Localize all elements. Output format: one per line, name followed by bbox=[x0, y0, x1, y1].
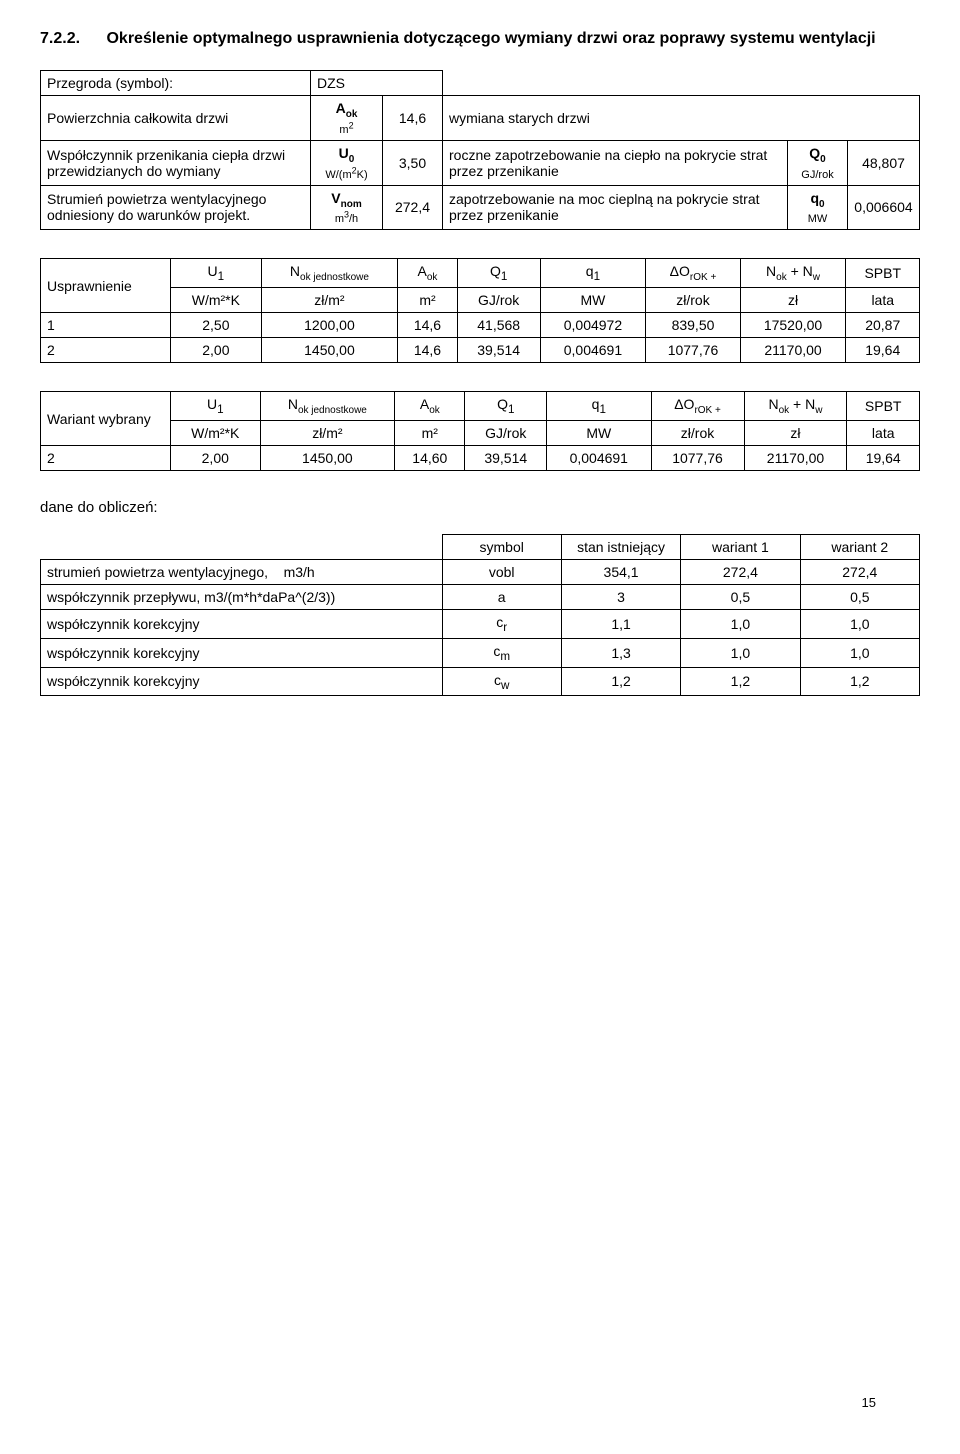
cell-value: 272,4 bbox=[383, 185, 443, 230]
cell-unit: MW bbox=[547, 420, 651, 445]
section-heading: dane do obliczeń: bbox=[40, 499, 920, 516]
cell-unit: m² bbox=[395, 420, 465, 445]
table-row: współczynnik korekcyjny cw 1,2 1,2 1,2 bbox=[41, 667, 920, 696]
title-text: Określenie optymalnego usprawnienia doty… bbox=[106, 30, 875, 47]
cell-header: Nok jednostkowe bbox=[260, 392, 395, 421]
cell-header: Q1 bbox=[457, 259, 540, 288]
cell-unit: W/m²*K bbox=[171, 288, 262, 313]
cell-header: Nok jednostkowe bbox=[261, 259, 397, 288]
cell-label: strumień powietrza wentylacyjnego, m3/h bbox=[41, 559, 443, 584]
cell-label: Strumień powietrza wentylacyjnego odnies… bbox=[41, 185, 311, 230]
cell-unit: GJ/rok bbox=[465, 420, 547, 445]
dane-table: symbol stan istniejący wariant 1 wariant… bbox=[40, 534, 920, 696]
table-row: strumień powietrza wentylacyjnego, m3/h … bbox=[41, 559, 920, 584]
cell-header: U1 bbox=[171, 259, 262, 288]
cell-label: Przegroda (symbol): bbox=[41, 71, 311, 96]
cell-value: 3,50 bbox=[383, 140, 443, 185]
cell-header: ΔOrOK + bbox=[651, 392, 744, 421]
cell-header: Nok + Nw bbox=[740, 259, 846, 288]
cell-header: Nok + Nw bbox=[744, 392, 847, 421]
cell-label: współczynnik korekcyjny bbox=[41, 609, 443, 638]
cell-header: Aok bbox=[395, 392, 465, 421]
table-row: 2 2,001450,0014,6039,5140,0046911077,762… bbox=[41, 445, 920, 470]
cell-desc: wymiana starych drzwi bbox=[443, 96, 920, 141]
cell-symbol: U0W/(m2K) bbox=[311, 140, 383, 185]
cell-header: wariant 1 bbox=[681, 534, 800, 559]
table-row: W/m²*K zł/m² m² GJ/rok MW zł/rok zł lata bbox=[41, 420, 920, 445]
cell-symbol: Vnomm3/h bbox=[311, 185, 383, 230]
usprawnienie-table: Usprawnienie U1 Nok jednostkowe Aok Q1 q… bbox=[40, 258, 920, 363]
page-title: 7.2.2. Określenie optymalnego usprawnien… bbox=[40, 30, 920, 48]
cell-label: Usprawnienie bbox=[41, 259, 171, 313]
cell-unit: zł/m² bbox=[261, 288, 397, 313]
table-row: Strumień powietrza wentylacyjnego odnies… bbox=[41, 185, 920, 230]
cell-header: symbol bbox=[442, 534, 561, 559]
cell-header: stan istniejący bbox=[561, 534, 680, 559]
cell-symbol: q0MW bbox=[788, 185, 848, 230]
cell-symbol: a bbox=[442, 584, 561, 609]
cell-unit: lata bbox=[846, 288, 920, 313]
table-row: Współczynnik przenikania ciepła drzwi pr… bbox=[41, 140, 920, 185]
cell-header: ΔOrOK + bbox=[646, 259, 740, 288]
cell-label: współczynnik korekcyjny bbox=[41, 667, 443, 696]
table-row: 2 2,001450,0014,639,5140,0046911077,7621… bbox=[41, 338, 920, 363]
table-row: symbol stan istniejący wariant 1 wariant… bbox=[41, 534, 920, 559]
cell-unit: zł bbox=[740, 288, 846, 313]
table-row: Usprawnienie U1 Nok jednostkowe Aok Q1 q… bbox=[41, 259, 920, 288]
cell-unit: m² bbox=[398, 288, 458, 313]
cell-unit: GJ/rok bbox=[457, 288, 540, 313]
table-row: Powierzchnia całkowita drzwi Aokm2 14,6 … bbox=[41, 96, 920, 141]
table-row: 1 2,501200,0014,641,5680,004972839,50175… bbox=[41, 313, 920, 338]
cell-label: Współczynnik przenikania ciepła drzwi pr… bbox=[41, 140, 311, 185]
cell-value: 0,006604 bbox=[848, 185, 920, 230]
cell-unit: zł/rok bbox=[646, 288, 740, 313]
cell-header: q1 bbox=[547, 392, 651, 421]
cell-symbol: vobl bbox=[442, 559, 561, 584]
table-row: W/m²*K zł/m² m² GJ/rok MW zł/rok zł lata bbox=[41, 288, 920, 313]
cell-header: U1 bbox=[171, 392, 261, 421]
table-row: Wariant wybrany U1 Nok jednostkowe Aok Q… bbox=[41, 392, 920, 421]
cell-unit: zł/m² bbox=[260, 420, 395, 445]
cell-desc: roczne zapotrzebowanie na ciepło na pokr… bbox=[443, 140, 788, 185]
cell-label: współczynnik korekcyjny bbox=[41, 638, 443, 667]
cell-unit: zł bbox=[744, 420, 847, 445]
table-row: współczynnik korekcyjny cm 1,3 1,0 1,0 bbox=[41, 638, 920, 667]
table-row: współczynnik korekcyjny cr 1,1 1,0 1,0 bbox=[41, 609, 920, 638]
cell-unit: MW bbox=[540, 288, 646, 313]
cell-value: DZS bbox=[311, 71, 443, 96]
cell-header: SPBT bbox=[846, 259, 920, 288]
table-row: Przegroda (symbol): DZS bbox=[41, 71, 920, 96]
wariant-table: Wariant wybrany U1 Nok jednostkowe Aok Q… bbox=[40, 391, 920, 471]
table-row: współczynnik przepływu, m3/(m*h*daPa^(2/… bbox=[41, 584, 920, 609]
cell-label: Powierzchnia całkowita drzwi bbox=[41, 96, 311, 141]
cell-symbol: cr bbox=[442, 609, 561, 638]
cell-header: wariant 2 bbox=[800, 534, 919, 559]
cell-header: Aok bbox=[398, 259, 458, 288]
page-number: 15 bbox=[862, 1395, 876, 1410]
parameters-table: Przegroda (symbol): DZS Powierzchnia cał… bbox=[40, 70, 920, 230]
cell-symbol: cw bbox=[442, 667, 561, 696]
cell-unit: lata bbox=[847, 420, 920, 445]
cell-value: 14,6 bbox=[383, 96, 443, 141]
cell-header: SPBT bbox=[847, 392, 920, 421]
cell-unit: zł/rok bbox=[651, 420, 744, 445]
cell-symbol: Q0GJ/rok bbox=[788, 140, 848, 185]
cell-symbol: Aokm2 bbox=[311, 96, 383, 141]
cell-symbol: cm bbox=[442, 638, 561, 667]
cell-label: Wariant wybrany bbox=[41, 392, 171, 446]
cell-unit: W/m²*K bbox=[171, 420, 261, 445]
cell-header: q1 bbox=[540, 259, 646, 288]
cell-header: Q1 bbox=[465, 392, 547, 421]
cell-desc: zapotrzebowanie na moc cieplną na pokryc… bbox=[443, 185, 788, 230]
title-number: 7.2.2. bbox=[40, 30, 80, 48]
cell-label: współczynnik przepływu, m3/(m*h*daPa^(2/… bbox=[41, 584, 443, 609]
cell-value: 48,807 bbox=[848, 140, 920, 185]
